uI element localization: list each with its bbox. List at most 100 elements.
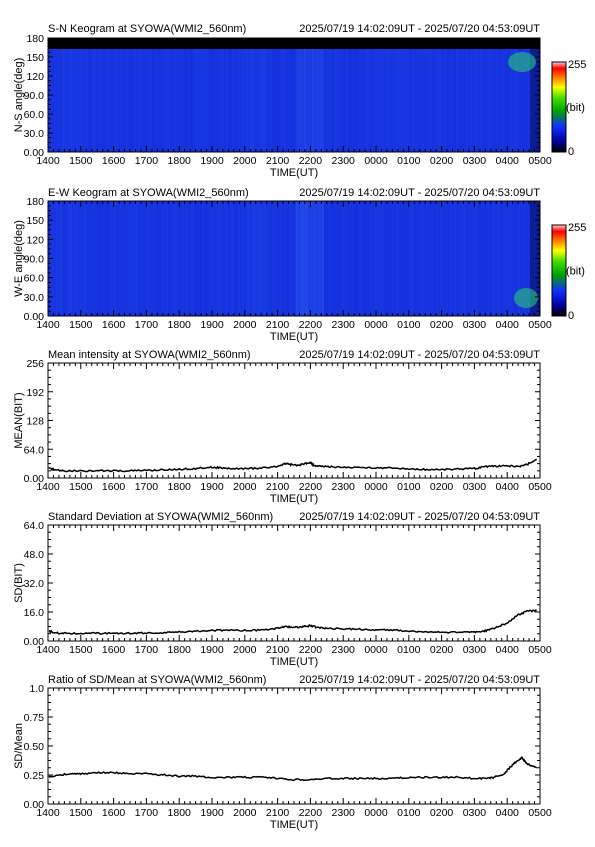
keogram-streak — [332, 201, 334, 316]
colorbar-min-label: 0 — [568, 310, 574, 322]
keogram-streak — [216, 38, 218, 152]
keogram-streak — [258, 38, 260, 152]
chart-panel-4: Standard Deviation at SYOWA(WMI2_560nm) 2… — [13, 511, 552, 668]
keogram-streak — [190, 201, 192, 316]
keogram-streak — [268, 201, 270, 316]
x-tick-label: 0300 — [463, 481, 487, 493]
keogram-streak — [266, 201, 268, 316]
keogram-streak — [336, 38, 338, 152]
keogram-streak — [378, 201, 380, 316]
x-tick-label: 1600 — [102, 481, 126, 493]
keogram-streak — [252, 38, 254, 152]
x-tick-label: 2200 — [299, 319, 323, 331]
keogram-streak — [478, 38, 480, 152]
keogram-streak — [272, 38, 274, 152]
chart-title: E-W Keogram at SYOWA(WMI2_560nm) — [48, 187, 249, 199]
keogram-streak — [346, 38, 348, 152]
keogram-streak — [320, 201, 322, 316]
keogram-streak — [376, 201, 378, 316]
keogram-streak — [314, 38, 316, 152]
keogram-streak — [272, 201, 274, 316]
keogram-streak — [254, 38, 256, 152]
keogram-streak — [392, 38, 394, 152]
keogram-streak — [436, 201, 438, 316]
keogram-streak — [478, 201, 480, 316]
y-tick-label: 180 — [26, 196, 44, 208]
keogram-streak — [532, 201, 534, 316]
keogram-image — [48, 38, 540, 152]
keogram-streak — [92, 38, 94, 152]
keogram-streak — [130, 38, 132, 152]
keogram-streak — [284, 38, 286, 152]
keogram-streak — [304, 38, 306, 152]
keogram-streak — [300, 201, 302, 316]
keogram-streak — [114, 38, 116, 152]
keogram-streak — [474, 38, 476, 152]
keogram-streak — [314, 201, 316, 316]
x-tick-label: 0300 — [463, 807, 487, 819]
keogram-streak — [342, 38, 344, 152]
keogram-streak — [356, 201, 358, 316]
keogram-streak — [392, 201, 394, 316]
time-range-label: 2025/07/19 14:02:09UT - 2025/07/20 04:53… — [299, 23, 540, 35]
keogram-streak — [152, 38, 154, 152]
keogram-streak — [432, 201, 434, 316]
keogram-streak — [340, 38, 342, 152]
keogram-streak — [286, 38, 288, 152]
x-tick-label: 0400 — [496, 319, 520, 331]
keogram-streak — [110, 38, 112, 152]
keogram-streak — [388, 201, 390, 316]
keogram-streak — [262, 201, 264, 316]
keogram-streak — [336, 201, 338, 316]
keogram-streak — [94, 201, 96, 316]
keogram-streak — [154, 38, 156, 152]
keogram-streak — [406, 38, 408, 152]
keogram-streak — [384, 38, 386, 152]
keogram-streak — [302, 38, 304, 152]
y-tick-label: 1.0 — [29, 683, 44, 695]
x-axis-label: TIME(UT) — [270, 331, 318, 343]
keogram-streak — [522, 201, 524, 316]
keogram-streak — [82, 201, 84, 316]
keogram-streak — [354, 38, 356, 152]
keogram-streak — [248, 201, 250, 316]
keogram-streak — [360, 201, 362, 316]
x-tick-label: 0200 — [430, 481, 454, 493]
keogram-streak — [186, 38, 188, 152]
keogram-streak — [78, 38, 80, 152]
keogram-streak — [510, 201, 512, 316]
keogram-streak — [230, 38, 232, 152]
keogram-streak — [306, 38, 308, 152]
keogram-streak — [132, 38, 134, 152]
y-tick-label: 64.0 — [24, 444, 45, 456]
x-tick-label: 1500 — [69, 644, 93, 656]
keogram-streak — [130, 201, 132, 316]
keogram-streak — [322, 38, 324, 152]
keogram-streak — [58, 201, 60, 316]
keogram-streak — [168, 38, 170, 152]
x-tick-label: 0500 — [528, 807, 552, 819]
keogram-streak — [166, 38, 168, 152]
x-tick-label: 1400 — [36, 807, 60, 819]
keogram-streak — [372, 38, 374, 152]
keogram-streak — [528, 38, 530, 152]
keogram-streak — [330, 38, 332, 152]
keogram-streak — [430, 38, 432, 152]
keogram-streak — [214, 38, 216, 152]
y-tick-label: 0.50 — [24, 741, 45, 753]
x-tick-label: 2300 — [332, 644, 356, 656]
keogram-streak — [202, 38, 204, 152]
x-tick-label: 0300 — [463, 644, 487, 656]
keogram-streak — [380, 38, 382, 152]
keogram-streak — [188, 38, 190, 152]
keogram-streak — [256, 201, 258, 316]
keogram-streak — [102, 201, 104, 316]
keogram-streak — [138, 38, 140, 152]
x-tick-label: 1900 — [200, 644, 224, 656]
keogram-streak — [410, 201, 412, 316]
keogram-streak — [222, 38, 224, 152]
keogram-streak — [54, 201, 56, 316]
plot-frame — [47, 524, 541, 642]
keogram-streak — [232, 38, 234, 152]
